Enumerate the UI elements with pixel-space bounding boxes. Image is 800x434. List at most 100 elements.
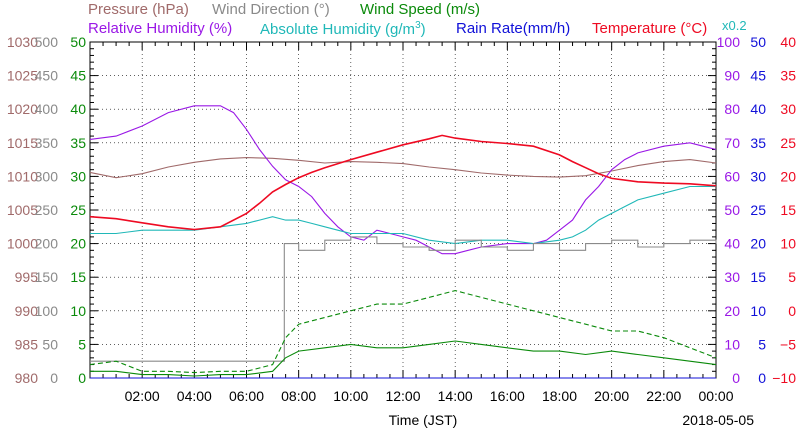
x-tick-label: 00:00: [698, 388, 733, 404]
series-line-0: [89, 157, 717, 179]
rain-tick-label: 10: [750, 303, 766, 319]
pressure-tick-label: 1005: [7, 202, 38, 218]
left-axes: 9809859909951000100510101015102010251030…: [7, 34, 86, 386]
series-line-1: [89, 105, 717, 255]
wind_speed-tick-label: 0: [78, 370, 86, 386]
legend-item-0: Pressure (hPa): [88, 1, 189, 18]
rain-multiplier-label: x0.2: [722, 18, 747, 33]
rain-tick-label: 30: [750, 168, 766, 184]
rain-tick-label: 25: [750, 202, 766, 218]
pressure-tick-label: 1015: [7, 135, 38, 151]
wind_dir-tick-label: 300: [35, 168, 59, 184]
series-line-5: [90, 340, 717, 377]
rh-tick-label: 0: [732, 370, 740, 386]
temp-tick-label: 35: [780, 68, 796, 84]
x-tick-label: 12:00: [385, 388, 420, 404]
rain-tick-label: 15: [750, 269, 766, 285]
temp-tick-label: 10: [780, 236, 796, 252]
pressure-tick-label: 995: [15, 269, 39, 285]
legend-item-6: Temperature (°C): [592, 20, 707, 37]
rain-tick-label: 5: [758, 336, 766, 352]
wind_speed-tick-label: 15: [70, 269, 86, 285]
wind_dir-tick-label: 0: [50, 370, 58, 386]
rain-tick-label: 40: [750, 101, 766, 117]
rh-tick-label: 70: [724, 135, 740, 151]
rh-tick-label: 80: [724, 101, 740, 117]
legend-item-2: Wind Speed (m/s): [360, 1, 480, 18]
wind_dir-tick-label: 350: [35, 135, 59, 151]
pressure-tick-label: 1010: [7, 168, 38, 184]
series-lines: [89, 105, 717, 379]
rh-tick-label: 10: [724, 336, 740, 352]
pressure-tick-label: 1000: [7, 236, 38, 252]
rain-tick-label: 20: [750, 236, 766, 252]
rh-tick-label: 60: [724, 168, 740, 184]
x-tick-label: 10:00: [333, 388, 368, 404]
wind_dir-tick-label: 200: [35, 236, 59, 252]
legend-superscript: 3: [415, 20, 421, 31]
x-tick-label: 20:00: [594, 388, 629, 404]
series-line-2: [90, 185, 716, 245]
rh-tick-label: 40: [724, 236, 740, 252]
x-tick-label: 02:00: [125, 388, 160, 404]
temp-tick-label: −5: [780, 336, 796, 352]
rh-tick-label: 20: [724, 303, 740, 319]
legend-item-4: Absolute Humidity (g/m3): [260, 20, 426, 38]
wind_speed-tick-label: 30: [70, 168, 86, 184]
pressure-tick-label: 980: [15, 370, 39, 386]
legend-label: Wind Speed (m/s): [360, 1, 481, 18]
pressure-tick-label: 1025: [7, 68, 38, 84]
wind_dir-tick-label: 100: [35, 303, 59, 319]
temp-tick-label: 25: [780, 135, 796, 151]
pressure-tick-label: 1020: [7, 101, 38, 117]
wind_dir-tick-label: 400: [35, 101, 59, 117]
series-line-4: [90, 236, 717, 362]
wind_dir-tick-label: 150: [35, 269, 59, 285]
rain-tick-label: 0: [758, 370, 766, 386]
wind_dir-tick-label: 500: [35, 34, 59, 50]
series-line-3: [89, 134, 717, 231]
rain-tick-label: 50: [750, 34, 766, 50]
legend-item-1: Wind Direction (°): [212, 1, 330, 18]
rh-tick-label: 90: [724, 68, 740, 84]
wind_speed-tick-label: 25: [70, 202, 86, 218]
wind_speed-tick-label: 50: [70, 34, 86, 50]
temp-tick-label: −10: [772, 370, 796, 386]
x-axis-title: Time (JST): [389, 412, 458, 428]
wind_speed-tick-label: 20: [70, 236, 86, 252]
rh-tick-label: 50: [724, 202, 740, 218]
legend-label: Pressure (hPa): [88, 1, 189, 18]
wind_speed-tick-label: 45: [70, 68, 86, 84]
wind_speed-tick-label: 5: [78, 336, 86, 352]
rh-tick-label: 30: [724, 269, 740, 285]
wind_dir-tick-label: 450: [35, 68, 59, 84]
chart-grid: [89, 41, 717, 379]
legend-close-paren: ): [420, 21, 426, 38]
x-tick-label: 16:00: [490, 388, 525, 404]
wind_dir-tick-label: 50: [42, 336, 58, 352]
wind_dir-tick-label: 250: [35, 202, 59, 218]
x-tick-label: 04:00: [177, 388, 212, 404]
legend-label: Temperature (°C): [592, 20, 708, 37]
x-tick-label: 06:00: [229, 388, 264, 404]
legend-item-5: Rain Rate(mm/h): [456, 20, 570, 37]
x-axis: 02:00 04:00 06:00 08:00 10:00 12:00 14:00 16:00…: [125, 388, 755, 428]
legend-label: Relative Humidity (%): [88, 20, 233, 37]
temp-tick-label: 20: [780, 168, 796, 184]
rain-tick-label: 35: [750, 135, 766, 151]
temp-tick-label: 0: [788, 303, 796, 319]
legend-item-3: Relative Humidity (%): [88, 20, 232, 37]
temp-tick-label: 15: [780, 202, 796, 218]
pressure-tick-label: 990: [15, 303, 39, 319]
x-tick-label: 14:00: [438, 388, 473, 404]
x-tick-label: 22:00: [646, 388, 681, 404]
pressure-tick-label: 1030: [7, 34, 38, 50]
legend-label: Wind Direction (°): [212, 1, 330, 18]
x-tick-label: 08:00: [281, 388, 316, 404]
series-line-6: [89, 290, 717, 374]
wind_speed-tick-label: 10: [70, 303, 86, 319]
right-axes: 0102030405060708090100051015202530354045…: [717, 18, 797, 386]
legend-label: Absolute Humidity (g/m: [260, 21, 416, 38]
date-label: 2018-05-05: [682, 412, 754, 428]
